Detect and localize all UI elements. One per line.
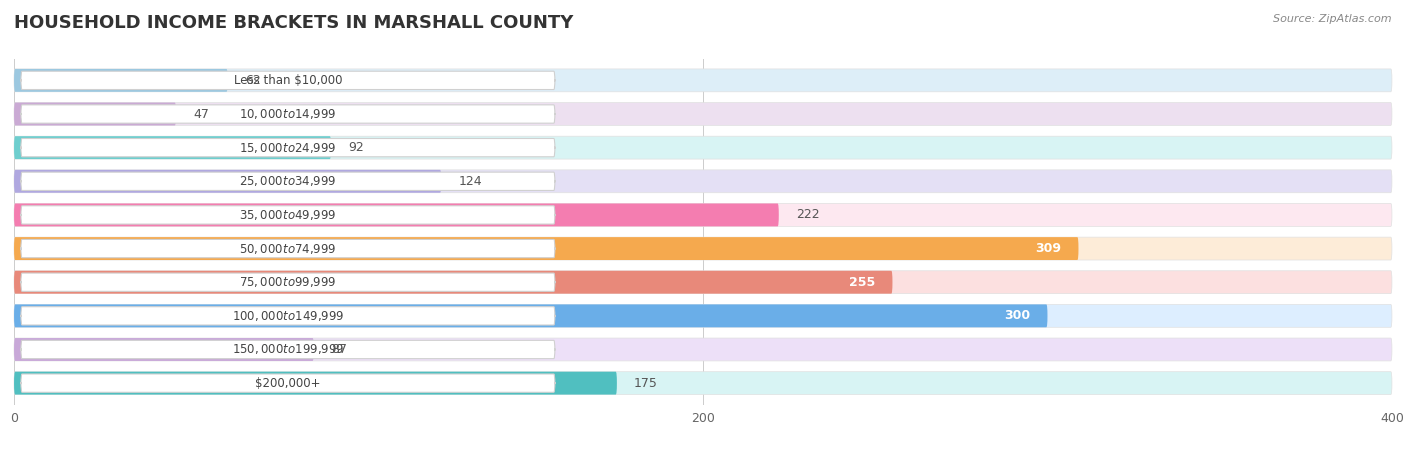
FancyBboxPatch shape: [21, 307, 555, 325]
Text: 92: 92: [349, 141, 364, 154]
Text: 124: 124: [458, 175, 482, 188]
Text: 309: 309: [1035, 242, 1062, 255]
FancyBboxPatch shape: [14, 69, 228, 92]
Text: 222: 222: [796, 208, 820, 221]
Text: $35,000 to $49,999: $35,000 to $49,999: [239, 208, 336, 222]
Text: 47: 47: [193, 108, 209, 121]
FancyBboxPatch shape: [14, 271, 893, 294]
FancyBboxPatch shape: [14, 103, 176, 126]
FancyBboxPatch shape: [14, 271, 1392, 294]
Text: 62: 62: [245, 74, 260, 87]
FancyBboxPatch shape: [14, 372, 1392, 395]
FancyBboxPatch shape: [14, 304, 1392, 327]
FancyBboxPatch shape: [21, 206, 555, 224]
FancyBboxPatch shape: [14, 136, 330, 159]
FancyBboxPatch shape: [21, 105, 555, 123]
FancyBboxPatch shape: [14, 103, 1392, 126]
Text: 87: 87: [330, 343, 347, 356]
FancyBboxPatch shape: [14, 338, 314, 361]
FancyBboxPatch shape: [14, 170, 1392, 193]
FancyBboxPatch shape: [21, 71, 555, 90]
Text: 255: 255: [849, 276, 876, 289]
FancyBboxPatch shape: [14, 170, 441, 193]
Text: $150,000 to $199,999: $150,000 to $199,999: [232, 342, 344, 356]
Text: $10,000 to $14,999: $10,000 to $14,999: [239, 107, 336, 121]
FancyBboxPatch shape: [21, 239, 555, 258]
FancyBboxPatch shape: [14, 304, 1047, 327]
Text: $100,000 to $149,999: $100,000 to $149,999: [232, 309, 344, 323]
FancyBboxPatch shape: [21, 139, 555, 157]
FancyBboxPatch shape: [21, 273, 555, 291]
FancyBboxPatch shape: [14, 203, 779, 226]
FancyBboxPatch shape: [14, 338, 1392, 361]
Text: $200,000+: $200,000+: [254, 377, 321, 390]
FancyBboxPatch shape: [14, 69, 1392, 92]
FancyBboxPatch shape: [21, 172, 555, 190]
Text: Source: ZipAtlas.com: Source: ZipAtlas.com: [1274, 14, 1392, 23]
Text: 175: 175: [634, 377, 658, 390]
FancyBboxPatch shape: [21, 374, 555, 392]
FancyBboxPatch shape: [14, 237, 1392, 260]
FancyBboxPatch shape: [21, 340, 555, 359]
FancyBboxPatch shape: [14, 136, 1392, 159]
Text: 300: 300: [1004, 309, 1031, 322]
Text: $75,000 to $99,999: $75,000 to $99,999: [239, 275, 336, 289]
Text: $50,000 to $74,999: $50,000 to $74,999: [239, 242, 336, 256]
FancyBboxPatch shape: [14, 203, 1392, 226]
FancyBboxPatch shape: [14, 372, 617, 395]
Text: Less than $10,000: Less than $10,000: [233, 74, 342, 87]
Text: $25,000 to $34,999: $25,000 to $34,999: [239, 174, 336, 188]
Text: $15,000 to $24,999: $15,000 to $24,999: [239, 141, 336, 155]
Text: HOUSEHOLD INCOME BRACKETS IN MARSHALL COUNTY: HOUSEHOLD INCOME BRACKETS IN MARSHALL CO…: [14, 14, 574, 32]
FancyBboxPatch shape: [14, 237, 1078, 260]
